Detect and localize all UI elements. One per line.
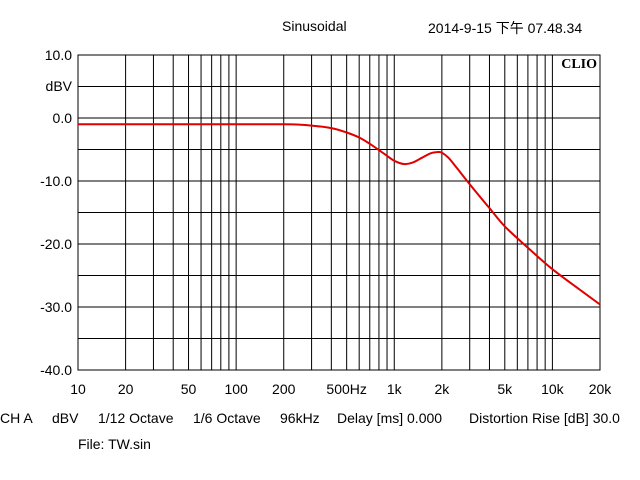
- plot-frame: [77, 54, 601, 371]
- series-line: [78, 123, 601, 306]
- timestamp: 2014-9-15 下午 07.48.34: [428, 20, 583, 36]
- chart-grid: [78, 55, 600, 370]
- y-tick-label: 0.0: [53, 110, 73, 126]
- x-tick-label: 20: [118, 381, 134, 397]
- x-tick-label: 500Hz: [326, 381, 366, 397]
- x-tick-label: 2k: [434, 381, 450, 397]
- file-name: File: TW.sin: [78, 436, 151, 452]
- clio-logo: CLIO: [561, 57, 597, 72]
- smoothing-indicator: 1/12 Octave: [98, 410, 174, 426]
- x-tick-label: 100: [224, 381, 248, 397]
- unit-indicator: dBV: [52, 410, 79, 426]
- y-tick-label: 10.0: [45, 47, 72, 63]
- response-series: [78, 123, 601, 306]
- y-tick-label: -10.0: [40, 173, 72, 189]
- x-tick-label: 1k: [387, 381, 403, 397]
- distortion-indicator: Distortion Rise [dB] 30.0: [469, 410, 620, 426]
- measurement-mode: Sinusoidal: [282, 18, 347, 34]
- y-tick-label: -40.0: [40, 362, 72, 378]
- sample-rate-indicator: 96kHz: [280, 410, 320, 426]
- resolution-indicator: 1/6 Octave: [193, 410, 261, 426]
- y-tick-labels: 10.0 0.0 -10.0 -20.0 -30.0 -40.0: [40, 47, 72, 378]
- frequency-response-chart: 10.0 0.0 -10.0 -20.0 -30.0 -40.0 10 20 50 100 200…: [40, 47, 612, 397]
- y-tick-label: -20.0: [40, 236, 72, 252]
- x-tick-label: 50: [181, 381, 197, 397]
- x-tick-label: 5k: [497, 381, 513, 397]
- y-tick-label: -30.0: [40, 299, 72, 315]
- x-tick-labels: 10 20 50 100 200 500Hz 1k 2k 5k 10k 20k: [70, 381, 612, 397]
- delay-indicator: Delay [ms] 0.000: [337, 410, 443, 426]
- x-tick-label: 200: [272, 381, 296, 397]
- channel-indicator: CH A: [0, 410, 33, 426]
- y-axis-unit-label: dBV: [46, 78, 73, 94]
- x-tick-label: 20k: [589, 381, 613, 397]
- x-tick-label: 10k: [541, 381, 565, 397]
- x-tick-label: 10: [70, 381, 86, 397]
